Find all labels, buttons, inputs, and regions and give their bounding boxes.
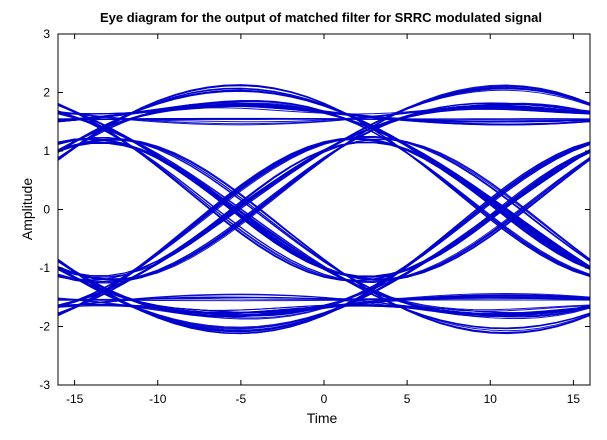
- eye-trace: [57, 267, 591, 314]
- y-tick-label: -1: [39, 261, 50, 275]
- eye-trace: [57, 118, 591, 123]
- x-tick-label: -10: [149, 392, 167, 406]
- eye-trace: [57, 142, 591, 277]
- y-tick-label: 3: [43, 27, 50, 41]
- y-tick-label: 0: [43, 203, 50, 217]
- eye-trace: [57, 296, 591, 301]
- y-tick-label: -3: [39, 378, 50, 392]
- eye-trace: [57, 103, 591, 267]
- x-axis-label: Time: [307, 410, 338, 426]
- eye-trace: [57, 102, 591, 159]
- eye-trace: [57, 110, 591, 282]
- x-tick-label: -15: [66, 392, 84, 406]
- eye-trace: [57, 143, 591, 335]
- x-tick-label: 0: [321, 392, 328, 406]
- y-tick-label: -2: [39, 320, 50, 334]
- y-tick-label: 2: [43, 86, 50, 100]
- eye-traces: [57, 84, 591, 335]
- x-tick-label: 5: [404, 392, 411, 406]
- eye-trace: [57, 85, 591, 278]
- eye-trace: [57, 104, 591, 282]
- x-tick-label: -5: [236, 392, 247, 406]
- eye-trace: [57, 104, 591, 307]
- chart-title: Eye diagram for the output of matched fi…: [100, 10, 542, 25]
- eye-trace: [57, 136, 591, 316]
- y-tick-label: 1: [43, 144, 50, 158]
- eye-trace: [57, 137, 591, 315]
- eye-trace: [57, 85, 591, 281]
- eye-trace: [57, 88, 591, 268]
- eye-trace: [57, 138, 591, 316]
- eye-trace: [57, 102, 591, 151]
- x-tick-label: 15: [567, 392, 581, 406]
- eye-trace: [57, 138, 591, 334]
- x-tick-label: 10: [484, 392, 498, 406]
- eye-trace: [57, 259, 591, 317]
- eye-trace: [57, 113, 591, 311]
- eye-trace: [57, 101, 591, 276]
- eye-trace: [57, 141, 591, 282]
- y-axis-label: Amplitude: [19, 178, 35, 240]
- eye-trace: [57, 268, 591, 314]
